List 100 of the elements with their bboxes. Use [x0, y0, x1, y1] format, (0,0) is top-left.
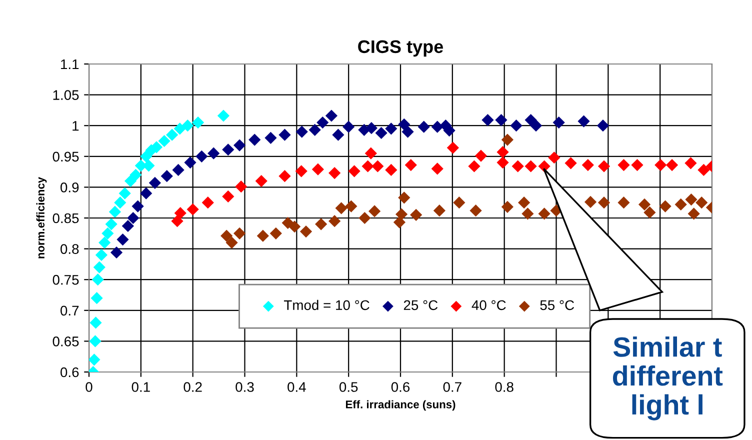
point	[468, 160, 480, 172]
x-tick-label: 0	[86, 382, 92, 392]
point	[453, 196, 466, 209]
point	[220, 230, 233, 242]
point	[124, 174, 137, 188]
point	[89, 335, 102, 348]
point	[234, 139, 246, 152]
point	[130, 168, 142, 181]
point	[358, 212, 371, 224]
x-tick-label: 0.7	[443, 382, 462, 392]
point	[90, 316, 102, 329]
point	[248, 134, 261, 146]
point	[114, 196, 126, 209]
point	[348, 165, 360, 178]
point	[270, 227, 282, 240]
point	[295, 165, 308, 178]
point	[582, 158, 594, 172]
point	[393, 216, 406, 228]
point	[638, 198, 651, 211]
point	[92, 274, 104, 286]
point	[375, 126, 388, 140]
point	[174, 207, 186, 220]
point	[368, 205, 381, 218]
point	[118, 187, 131, 200]
point	[418, 120, 430, 133]
point	[140, 187, 152, 200]
point	[255, 174, 268, 188]
point	[404, 158, 417, 172]
x-tick-label: 0.8	[495, 382, 514, 392]
point	[402, 126, 414, 138]
point	[631, 158, 644, 172]
point	[89, 354, 100, 366]
point	[208, 147, 220, 160]
point	[184, 156, 196, 169]
point	[342, 120, 355, 133]
legend-label: Tmod = 10 °C	[284, 300, 370, 310]
point	[495, 114, 508, 126]
point	[278, 128, 291, 141]
point	[364, 147, 377, 160]
point	[522, 208, 534, 220]
point	[501, 200, 514, 213]
point	[222, 190, 234, 202]
point	[325, 110, 338, 122]
point	[186, 203, 199, 216]
x-tick-label: 0.3	[236, 382, 254, 392]
point	[584, 196, 597, 208]
point	[446, 142, 459, 154]
point	[496, 146, 509, 158]
point	[596, 120, 610, 132]
point	[316, 116, 329, 129]
point	[685, 193, 698, 206]
point	[395, 208, 408, 220]
point	[312, 163, 324, 176]
point	[335, 202, 348, 214]
point	[217, 110, 230, 122]
y-tick-label: 0.65	[52, 336, 79, 346]
point	[618, 158, 630, 172]
y-tick-label: 1	[72, 121, 79, 131]
y-tick-label: 0.9	[60, 182, 79, 192]
point	[264, 132, 277, 144]
point	[696, 196, 708, 209]
point	[127, 212, 140, 224]
point	[674, 198, 687, 211]
legend-label: 40 °C	[472, 300, 506, 310]
point	[512, 160, 524, 172]
point	[666, 158, 678, 172]
x-tick-label: 0.1	[132, 382, 150, 392]
point	[659, 200, 672, 212]
point	[538, 208, 550, 220]
point	[174, 122, 186, 135]
point	[598, 160, 610, 172]
point	[385, 164, 398, 176]
legend-label: 25 °C	[404, 300, 438, 310]
y-tick-label: 1.1	[61, 59, 79, 70]
y-tick-label: 0.75	[52, 274, 79, 285]
y-tick-label: 0.6	[60, 367, 79, 378]
point	[116, 234, 129, 246]
x-tick-label: 0.4	[288, 382, 306, 392]
point	[256, 230, 269, 242]
point	[171, 215, 184, 228]
point	[474, 150, 488, 162]
point	[688, 208, 700, 220]
point	[328, 215, 341, 228]
chart-title: CIGS type	[358, 40, 444, 57]
point	[172, 164, 184, 176]
point	[385, 122, 398, 135]
point	[654, 158, 667, 172]
point	[518, 196, 530, 209]
point	[308, 124, 321, 136]
point	[698, 164, 710, 176]
point	[296, 126, 308, 138]
y-tick-label: 1.05	[53, 90, 79, 100]
point	[524, 114, 537, 126]
point	[398, 192, 410, 204]
point	[433, 204, 446, 217]
point	[140, 150, 152, 162]
point	[684, 157, 697, 170]
point	[132, 200, 144, 212]
y-tick-label: 0.8	[60, 244, 79, 254]
point	[166, 128, 178, 141]
